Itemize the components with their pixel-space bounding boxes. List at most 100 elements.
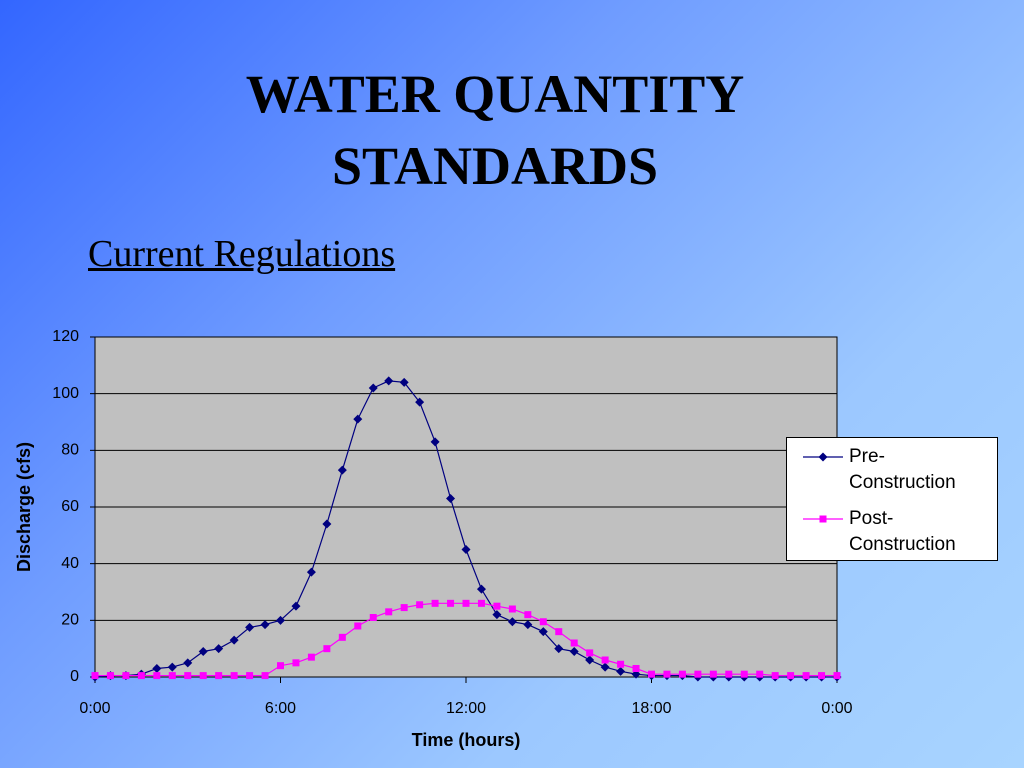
point bbox=[493, 602, 501, 610]
point bbox=[508, 605, 516, 613]
legend-marker bbox=[818, 452, 828, 462]
point bbox=[600, 662, 610, 672]
point bbox=[461, 545, 471, 554]
point bbox=[214, 644, 224, 654]
point bbox=[524, 611, 532, 619]
legend-icon bbox=[803, 515, 843, 523]
point bbox=[106, 672, 114, 680]
x-tick-label: 6:00 bbox=[265, 700, 296, 717]
point bbox=[384, 376, 394, 386]
point bbox=[632, 665, 640, 672]
point bbox=[477, 599, 485, 607]
point bbox=[569, 647, 579, 656]
legend-item: Post-Construction bbox=[803, 506, 989, 558]
point bbox=[353, 414, 363, 424]
point bbox=[323, 645, 331, 653]
y-tick-label: 60 bbox=[61, 498, 79, 515]
y-tick-label: 100 bbox=[52, 385, 79, 402]
y-tick-label: 20 bbox=[61, 612, 79, 629]
point bbox=[368, 383, 378, 393]
point bbox=[416, 601, 424, 609]
point bbox=[184, 672, 192, 680]
point bbox=[538, 627, 548, 637]
point bbox=[787, 672, 795, 680]
point bbox=[617, 660, 625, 668]
x-tick-label: 12:00 bbox=[446, 700, 486, 717]
point bbox=[168, 672, 176, 680]
point bbox=[601, 656, 609, 664]
point bbox=[307, 653, 315, 661]
point bbox=[137, 672, 145, 680]
point bbox=[802, 672, 810, 680]
point bbox=[507, 617, 517, 627]
point bbox=[833, 672, 841, 680]
point bbox=[183, 658, 193, 668]
point bbox=[337, 465, 347, 475]
point bbox=[198, 647, 208, 656]
point bbox=[122, 672, 130, 680]
point bbox=[818, 672, 826, 680]
point bbox=[586, 649, 594, 657]
point bbox=[663, 670, 671, 678]
point bbox=[245, 622, 255, 632]
x-axis-label: Time (hours) bbox=[412, 730, 521, 750]
y-tick-label: 40 bbox=[61, 555, 79, 572]
point bbox=[492, 610, 502, 620]
point bbox=[306, 567, 316, 577]
point bbox=[399, 377, 409, 387]
point bbox=[369, 614, 377, 621]
point bbox=[756, 670, 764, 678]
y-axis-label: Discharge (cfs) bbox=[14, 442, 34, 572]
point bbox=[260, 620, 270, 630]
legend-icon bbox=[803, 452, 843, 462]
point bbox=[430, 437, 440, 447]
slide-subtitle: Current Regulations bbox=[88, 233, 396, 275]
point bbox=[771, 672, 779, 680]
point bbox=[555, 628, 563, 636]
point bbox=[539, 618, 547, 626]
point bbox=[246, 672, 254, 680]
point bbox=[261, 672, 269, 680]
point bbox=[740, 670, 748, 678]
point bbox=[385, 608, 393, 616]
point bbox=[616, 666, 626, 676]
point bbox=[229, 635, 239, 645]
slide-title: WATER QUANTITY STANDARDS bbox=[245, 64, 745, 196]
point bbox=[400, 604, 408, 612]
point bbox=[338, 633, 346, 641]
legend-marker bbox=[819, 515, 827, 523]
point bbox=[570, 639, 578, 647]
point bbox=[230, 672, 238, 680]
point bbox=[694, 670, 702, 678]
point bbox=[215, 672, 223, 680]
point bbox=[523, 620, 533, 630]
x-tick-label: 18:00 bbox=[631, 700, 671, 717]
legend-label: Post-Construction bbox=[849, 508, 956, 555]
point bbox=[322, 519, 332, 529]
point bbox=[725, 670, 733, 678]
point bbox=[415, 397, 425, 407]
y-tick-label: 80 bbox=[61, 442, 79, 459]
point bbox=[91, 672, 99, 680]
point bbox=[354, 622, 362, 630]
legend-item: Pre-Construction bbox=[803, 444, 989, 496]
legend: Pre-Construction Post-Construction bbox=[786, 437, 998, 561]
x-tick-label: 0:00 bbox=[821, 700, 852, 717]
point bbox=[152, 664, 162, 673]
point bbox=[709, 670, 717, 678]
point bbox=[462, 599, 470, 607]
point bbox=[291, 601, 301, 611]
point bbox=[476, 584, 486, 594]
y-tick-label: 0 bbox=[70, 668, 79, 685]
point bbox=[648, 670, 655, 678]
point bbox=[678, 670, 686, 678]
point bbox=[276, 615, 285, 625]
point bbox=[292, 659, 300, 667]
point bbox=[554, 644, 564, 654]
y-tick-label: 120 bbox=[52, 328, 79, 345]
legend-label: Pre-Construction bbox=[849, 446, 956, 493]
x-tick-label: 0:00 bbox=[79, 700, 110, 717]
point bbox=[431, 599, 439, 607]
